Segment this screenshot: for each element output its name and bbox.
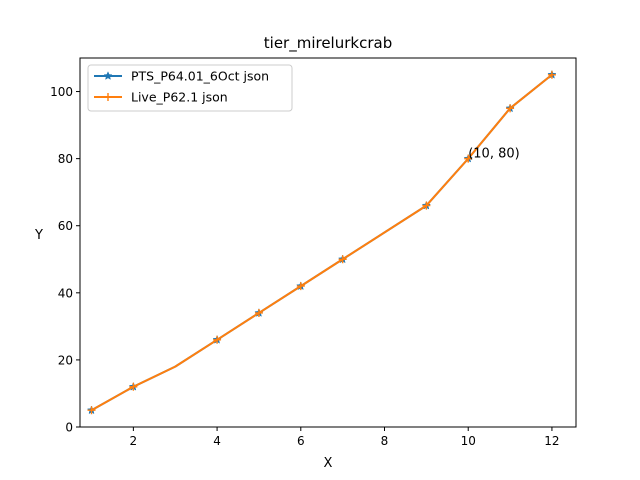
series-line — [90, 73, 553, 412]
x-axis-label: X — [324, 456, 333, 471]
legend-item: PTS_P64.01_6Oct json — [94, 69, 269, 84]
series-line — [90, 73, 553, 412]
legend: PTS_P64.01_6Oct json Live_P62.1 json — [87, 64, 293, 112]
data-point — [422, 201, 431, 210]
data-point — [254, 308, 263, 317]
x-tick-label: 4 — [213, 434, 221, 448]
axis-ticks: 2 4 6 8 10 12 0 20 40 60 80 100 — [50, 85, 559, 448]
data-point — [213, 335, 222, 344]
legend-marker — [104, 93, 112, 101]
series-2 — [87, 70, 556, 415]
x-tick-label: 2 — [130, 434, 138, 448]
data-point — [87, 406, 96, 415]
legend-label: PTS_P64.01_6Oct json — [131, 69, 269, 84]
data-point — [464, 154, 473, 163]
series-1 — [86, 69, 557, 415]
x-tick-label: 12 — [544, 434, 559, 448]
legend-marker — [103, 71, 113, 80]
data-point — [129, 382, 138, 391]
y-tick-label: 100 — [50, 85, 73, 99]
plot-frame — [79, 57, 577, 428]
y-tick-label: 60 — [58, 219, 73, 233]
annotations: (10, 80) — [468, 147, 520, 162]
y-tick-label: 0 — [65, 421, 73, 435]
chart-title: tier_mirelurkcrab — [264, 34, 392, 53]
data-point — [506, 104, 515, 113]
y-tick-label: 20 — [58, 353, 73, 367]
data-point — [296, 282, 305, 291]
point-annotation: (10, 80) — [468, 147, 520, 162]
y-tick-label: 40 — [58, 286, 73, 300]
x-tick-label: 10 — [461, 434, 476, 448]
y-tick-label: 80 — [58, 152, 73, 166]
legend-label: Live_P62.1 json — [131, 90, 228, 105]
x-tick-label: 6 — [297, 434, 305, 448]
legend-box — [87, 64, 293, 112]
x-tick-label: 8 — [381, 434, 389, 448]
data-point — [338, 255, 347, 264]
legend-item: Live_P62.1 json — [94, 90, 228, 105]
plot-area — [86, 69, 557, 415]
y-axis-label: Y — [34, 228, 43, 243]
data-point — [547, 70, 556, 79]
